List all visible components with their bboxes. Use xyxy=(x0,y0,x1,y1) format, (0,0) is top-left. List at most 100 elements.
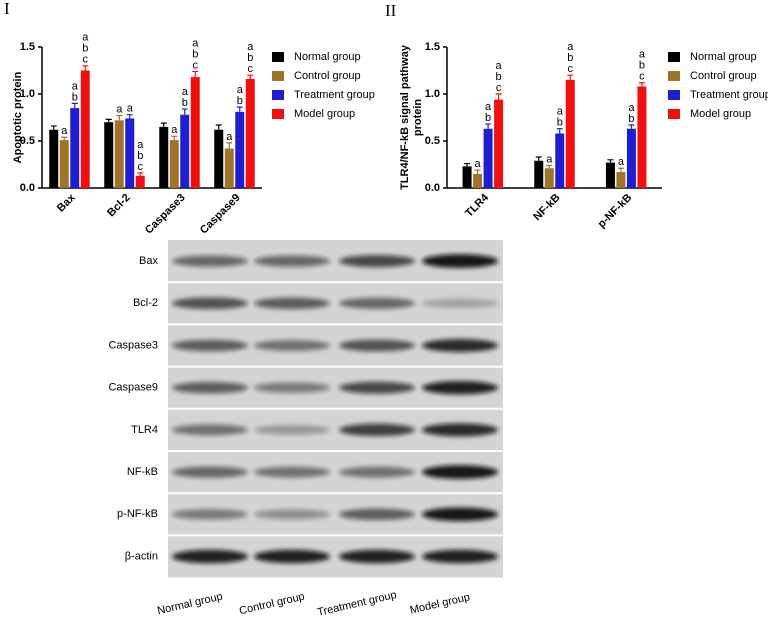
blot-band xyxy=(172,381,248,394)
bar xyxy=(80,70,90,188)
blot-column-label: Treatment group xyxy=(316,589,398,619)
blot-row-label: NF-kB xyxy=(127,466,158,478)
legend-swatch xyxy=(668,90,680,100)
legend-label: Control group xyxy=(690,70,757,82)
significance-letter: a xyxy=(171,124,178,136)
bar xyxy=(224,148,234,188)
blot-band xyxy=(339,466,415,478)
y-tick-label: 0.0 xyxy=(425,182,440,194)
blot-band xyxy=(254,340,330,351)
panel-label: II xyxy=(385,1,397,20)
bar xyxy=(555,133,565,188)
blot-row-label: β-actin xyxy=(125,550,158,562)
bar xyxy=(565,79,575,188)
y-tick-label: 0.5 xyxy=(20,135,35,147)
significance-letter: c xyxy=(496,82,502,94)
blot-band xyxy=(339,508,415,521)
bar xyxy=(605,162,615,188)
legend-swatch xyxy=(668,109,680,119)
bar xyxy=(159,126,169,188)
significance-letter: a xyxy=(226,131,233,143)
blot-band xyxy=(339,549,415,564)
legend-swatch xyxy=(272,52,284,62)
blot-band xyxy=(339,339,415,352)
bar xyxy=(626,128,636,188)
y-tick-label: 0.0 xyxy=(20,182,35,194)
legend-label: Normal group xyxy=(294,51,361,63)
significance-letter: a xyxy=(496,60,503,72)
significance-letter: a xyxy=(567,41,574,53)
y-axis-label: Apoptotic protein xyxy=(12,71,24,163)
bar xyxy=(114,120,124,188)
significance-letter: b xyxy=(496,71,502,83)
error-bar xyxy=(567,74,574,80)
blot-row-label: Bax xyxy=(139,255,158,267)
x-tick-label: TLR4 xyxy=(463,191,492,220)
legend-label: Treatment group xyxy=(690,89,768,101)
error-bar xyxy=(116,115,123,121)
blot-band xyxy=(172,255,248,267)
bar xyxy=(544,168,554,188)
blot-column-label: Normal group xyxy=(156,591,224,618)
bar xyxy=(125,118,135,188)
legend-swatch xyxy=(668,71,680,81)
significance-letter: a xyxy=(192,37,199,49)
y-tick-label: 1.5 xyxy=(20,41,35,53)
error-bar xyxy=(628,124,635,129)
significance-letter: a xyxy=(557,106,564,118)
blot-band xyxy=(254,509,330,520)
blot-band xyxy=(339,297,415,309)
error-bar xyxy=(464,162,471,167)
significance-letter: b xyxy=(72,91,78,103)
x-tick-label: Caspase3 xyxy=(143,192,188,237)
error-bar xyxy=(105,118,112,123)
bar xyxy=(214,129,224,188)
legend-label: Control group xyxy=(294,70,361,82)
blot-row-label: p-NF-kB xyxy=(117,508,158,520)
blot-column-label: Model group xyxy=(409,591,471,616)
blot-row-label: Caspase3 xyxy=(108,339,158,351)
blot-band xyxy=(172,297,248,310)
legend-swatch xyxy=(272,90,284,100)
significance-letter: b xyxy=(557,117,563,129)
panel-label: I xyxy=(4,0,10,18)
significance-letter: a xyxy=(475,158,482,170)
error-bar xyxy=(160,122,167,127)
bar xyxy=(49,129,59,188)
significance-letter: c xyxy=(639,71,645,83)
bar xyxy=(534,160,544,188)
error-bar xyxy=(215,124,222,130)
blot-band xyxy=(339,423,415,437)
blot-band xyxy=(422,254,498,268)
error-bar xyxy=(71,102,78,109)
significance-letter: b xyxy=(182,97,188,109)
bar xyxy=(180,114,190,188)
error-bar xyxy=(638,82,645,87)
blot-band xyxy=(254,425,330,435)
significance-letter: a xyxy=(127,103,134,115)
significance-letter: c xyxy=(568,63,574,75)
blot-band xyxy=(339,381,415,394)
error-bar xyxy=(495,93,502,100)
error-bar xyxy=(137,172,144,176)
significance-letter: c xyxy=(83,54,89,66)
y-tick-label: 1.0 xyxy=(425,88,440,100)
significance-letter: a xyxy=(618,156,625,168)
bar xyxy=(245,78,255,188)
significance-letter: a xyxy=(628,102,635,114)
blot-column-label: Control group xyxy=(238,591,306,618)
significance-letter: a xyxy=(237,84,244,96)
bar xyxy=(169,140,179,188)
bar xyxy=(637,86,647,188)
significance-letter: b xyxy=(247,52,253,64)
x-tick-label: Caspase9 xyxy=(198,192,243,237)
significance-letter: a xyxy=(82,32,89,44)
blot-band xyxy=(172,549,248,564)
significance-letter: b xyxy=(628,113,634,125)
blot-row-label: TLR4 xyxy=(131,424,158,436)
blot-band xyxy=(254,297,330,310)
blot-band xyxy=(422,507,498,522)
blot-band xyxy=(422,338,498,353)
blot-band xyxy=(172,508,248,520)
significance-letter: b xyxy=(192,48,198,60)
